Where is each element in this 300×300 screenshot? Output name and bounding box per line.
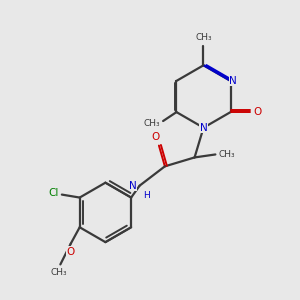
Text: O: O	[66, 247, 75, 257]
Text: O: O	[253, 107, 261, 117]
Text: CH₃: CH₃	[144, 119, 160, 128]
Text: N: N	[129, 181, 137, 191]
Text: N: N	[229, 76, 237, 86]
Text: N: N	[200, 123, 207, 133]
Text: CH₃: CH₃	[195, 33, 212, 42]
Text: H: H	[143, 191, 149, 200]
Text: O: O	[151, 132, 160, 142]
Text: CH₃: CH₃	[218, 150, 235, 159]
Text: Cl: Cl	[48, 188, 59, 198]
Text: CH₃: CH₃	[51, 268, 67, 277]
